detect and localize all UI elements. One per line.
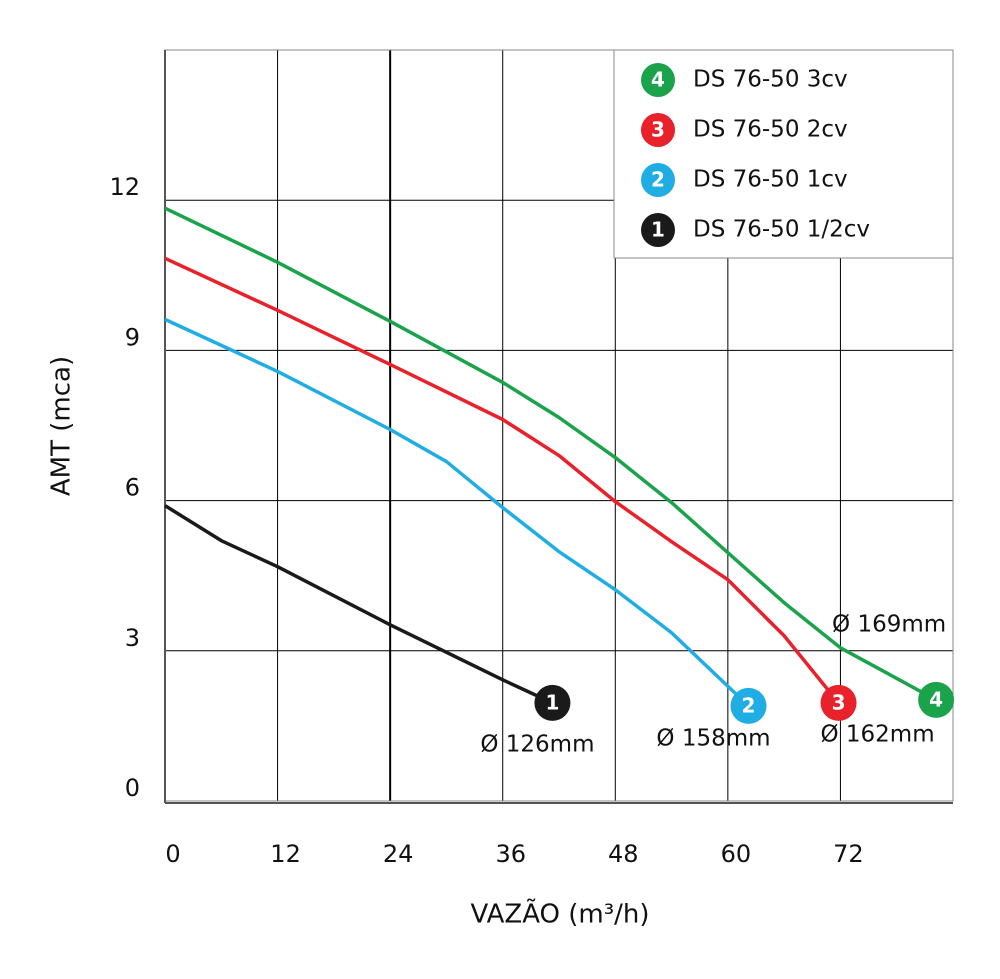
x-tick-label: 0 (165, 840, 180, 868)
legend-label: DS 76-50 2cv (693, 117, 848, 143)
y-tick-label: 6 (125, 474, 140, 502)
y-tick-label: 12 (109, 173, 140, 201)
legend-marker (641, 163, 675, 197)
end-marker (730, 687, 767, 724)
end-marker (534, 684, 571, 721)
legend-marker-number: 1 (651, 218, 665, 242)
series-line (164, 504, 554, 705)
legend-marker-number: 3 (651, 118, 665, 142)
end-marker (918, 681, 955, 718)
x-tick-label: 24 (383, 840, 414, 868)
legend-marker-number: 4 (651, 68, 665, 92)
end-marker-number: 4 (929, 687, 943, 711)
diameter-label: Ø 126mm (480, 731, 594, 757)
y-tick-label: 9 (125, 323, 140, 351)
legend-marker (641, 113, 675, 147)
end-marker-number: 2 (742, 693, 756, 717)
legend-label: DS 76-50 1cv (693, 167, 848, 193)
x-tick-label: 36 (495, 840, 526, 868)
legend-label: DS 76-50 1/2cv (693, 217, 870, 243)
end-marker-number: 1 (545, 690, 559, 714)
legend-marker (641, 213, 675, 247)
y-tick-label: 3 (125, 624, 140, 652)
end-marker (820, 684, 857, 721)
legend-label: DS 76-50 3cv (693, 67, 848, 93)
series-line (164, 256, 840, 704)
series-line (164, 317, 750, 708)
y-tick-label: 0 (125, 774, 140, 802)
x-tick-label: 48 (608, 840, 639, 868)
diameter-label: Ø 169mm (832, 611, 946, 637)
series-line (164, 206, 937, 702)
legend-marker (641, 63, 675, 97)
y-axis-title: AMT (mca) (47, 356, 77, 496)
end-marker-number: 3 (832, 690, 846, 714)
x-tick-label: 72 (833, 840, 864, 868)
x-axis-title: VAZÃO (m³/h) (470, 898, 649, 930)
diameter-label: Ø 162mm (820, 721, 934, 747)
diameter-label: Ø 158mm (656, 725, 770, 751)
legend-marker-number: 2 (651, 168, 665, 192)
x-tick-label: 60 (721, 840, 752, 868)
x-tick-label: 12 (270, 840, 301, 868)
